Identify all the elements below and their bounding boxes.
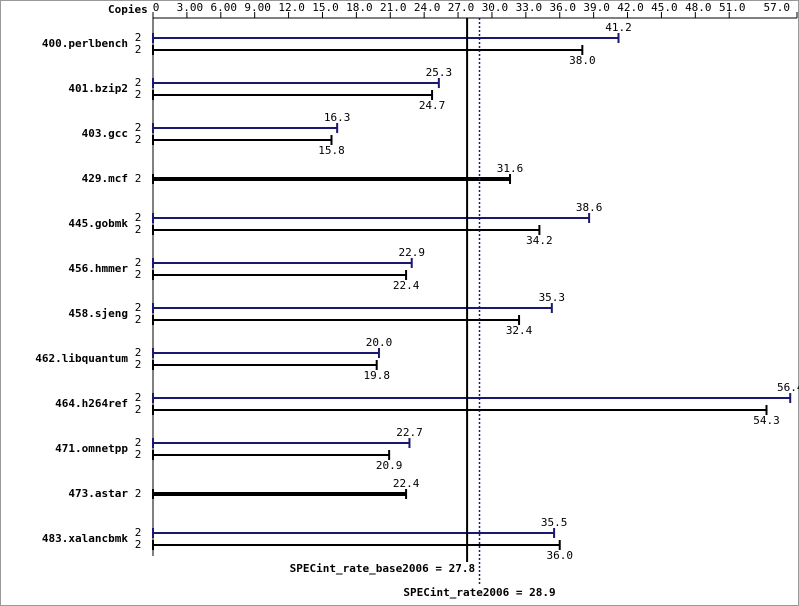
category-label: 458.sjeng [68, 307, 128, 320]
value-label: 15.8 [318, 144, 345, 157]
copies-label: 2 [135, 43, 142, 56]
value-label: 22.4 [393, 477, 420, 490]
x-tick-label: 45.0 [651, 1, 678, 14]
copies-label: 2 [135, 31, 142, 44]
x-tick-label: 15.0 [312, 1, 339, 14]
x-tick-label: 42.0 [617, 1, 644, 14]
copies-label: 2 [135, 448, 142, 461]
x-tick-label: 48.0 [685, 1, 712, 14]
x-tick-label: 51.0 [719, 1, 746, 14]
category-label: 429.mcf [82, 172, 128, 185]
copies-label: 2 [135, 301, 142, 314]
copies-label: 2 [135, 358, 142, 371]
x-tick-label: 18.0 [346, 1, 373, 14]
category-label: 400.perlbench [42, 37, 128, 50]
x-tick-label: 30.0 [482, 1, 509, 14]
category-label: 462.libquantum [35, 352, 128, 365]
value-label: 56.4 [777, 381, 799, 394]
x-tick-label: 9.00 [244, 1, 271, 14]
x-tick-label: 24.0 [414, 1, 441, 14]
copies-label: 2 [135, 346, 142, 359]
x-tick-label: 57.0 [764, 1, 791, 14]
category-label: 483.xalancbmk [42, 532, 128, 545]
category-label: 456.hmmer [68, 262, 128, 275]
x-tick-label: 27.0 [448, 1, 475, 14]
value-label: 38.6 [576, 201, 603, 214]
value-label: 24.7 [419, 99, 446, 112]
value-label: 22.9 [398, 246, 425, 259]
copies-label: 2 [135, 391, 142, 404]
copies-label: 2 [135, 538, 142, 551]
copies-label: 2 [135, 223, 142, 236]
copies-label: 2 [135, 526, 142, 539]
copies-label: 2 [135, 133, 142, 146]
category-label: 401.bzip2 [68, 82, 128, 95]
x-tick-label: 0 [153, 1, 160, 14]
reference-label: SPECint_rate_base2006 = 27.8 [290, 562, 475, 575]
x-tick-label: 39.0 [583, 1, 610, 14]
value-label: 22.7 [396, 426, 423, 439]
x-tick-label: 21.0 [380, 1, 407, 14]
value-label: 20.0 [366, 336, 393, 349]
value-label: 38.0 [569, 54, 596, 67]
value-label: 32.4 [506, 324, 533, 337]
x-tick-label: 6.00 [211, 1, 238, 14]
category-label: 471.omnetpp [55, 442, 128, 455]
copies-label: 2 [135, 256, 142, 269]
value-label: 36.0 [546, 549, 573, 562]
value-label: 20.9 [376, 459, 403, 472]
value-label: 35.5 [541, 516, 568, 529]
category-label: 445.gobmk [68, 217, 128, 230]
x-tick-label: 3.00 [177, 1, 204, 14]
copies-label: 2 [135, 487, 142, 500]
value-label: 25.3 [426, 66, 453, 79]
copies-label: 2 [135, 121, 142, 134]
copies-label: 2 [135, 88, 142, 101]
x-tick-label: 36.0 [549, 1, 576, 14]
value-label: 54.3 [753, 414, 780, 427]
copies-label: 2 [135, 268, 142, 281]
reference-label: SPECint_rate2006 = 28.9 [403, 586, 555, 599]
x-tick-label: 33.0 [516, 1, 543, 14]
value-label: 31.6 [497, 162, 524, 175]
copies-label: 2 [135, 172, 142, 185]
value-label: 41.2 [605, 21, 632, 34]
axis-label: Copies [108, 3, 148, 16]
value-label: 22.4 [393, 279, 420, 292]
copies-label: 2 [135, 76, 142, 89]
category-label: 473.astar [68, 487, 128, 500]
copies-label: 2 [135, 436, 142, 449]
value-label: 35.3 [539, 291, 566, 304]
category-label: 464.h264ref [55, 397, 128, 410]
value-label: 19.8 [363, 369, 390, 382]
copies-label: 2 [135, 313, 142, 326]
value-label: 34.2 [526, 234, 553, 247]
copies-label: 2 [135, 211, 142, 224]
copies-label: 2 [135, 403, 142, 416]
category-label: 403.gcc [82, 127, 128, 140]
x-tick-label: 12.0 [278, 1, 305, 14]
value-label: 16.3 [324, 111, 351, 124]
